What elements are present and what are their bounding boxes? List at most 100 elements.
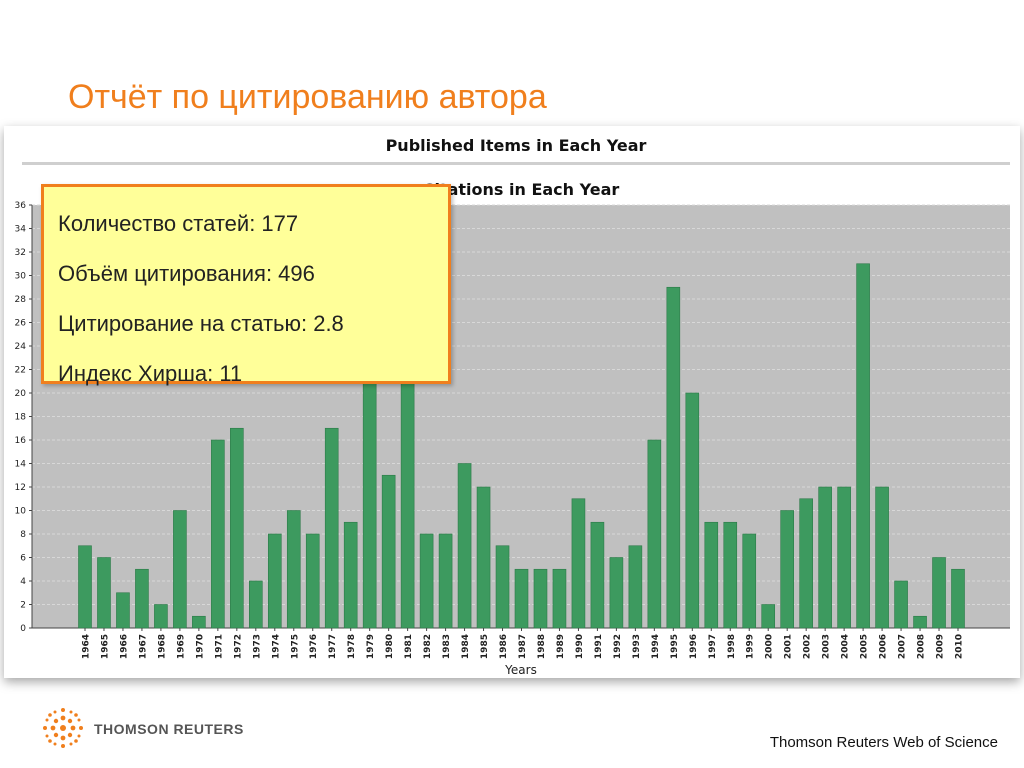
y-tick-label: 6 <box>20 554 26 564</box>
x-tick-label: 1997 <box>708 634 718 659</box>
x-tick-label: 1969 <box>176 634 186 659</box>
x-tick-label: 1996 <box>689 634 699 659</box>
bar-1989 <box>552 568 567 629</box>
thomson-reuters-logo: THOMSON REUTERS <box>40 705 243 749</box>
x-tick-label: 1999 <box>746 634 756 659</box>
y-tick-label: 16 <box>15 436 27 446</box>
x-tick-label: 1965 <box>100 634 110 659</box>
x-tick-label: 1974 <box>271 634 281 659</box>
y-tick-label: 26 <box>15 319 27 329</box>
bar-1964 <box>78 545 92 629</box>
bar-1998 <box>723 521 738 629</box>
bar-2009 <box>932 557 946 629</box>
bar-1987 <box>514 568 529 629</box>
y-tick-label: 28 <box>15 295 27 305</box>
bar-1999 <box>742 533 757 629</box>
bar-2001 <box>780 510 794 629</box>
bar-1969 <box>173 510 187 629</box>
h-index: Индекс Хирша: 11 <box>58 361 243 386</box>
bar-1971 <box>211 439 225 629</box>
x-tick-label: 1978 <box>347 634 357 659</box>
x-tick-label: 1982 <box>423 634 433 659</box>
bar-1986 <box>495 545 510 629</box>
x-tick-label: 2002 <box>803 634 813 659</box>
x-tick-label: 1968 <box>157 634 167 659</box>
bar-1981 <box>400 369 415 629</box>
x-tick-label: 1972 <box>233 634 243 659</box>
x-tick-label: 1987 <box>518 634 528 659</box>
y-tick-label: 22 <box>15 366 26 376</box>
bar-1979 <box>362 369 377 629</box>
y-tick-label: 10 <box>15 507 27 517</box>
citation-total: Объём цитирования: 496 <box>58 261 315 286</box>
bar-2010 <box>951 568 965 629</box>
x-tick-label: 1971 <box>214 634 224 659</box>
x-tick-label: 1980 <box>385 634 395 659</box>
x-tick-label: 1995 <box>670 634 680 659</box>
bar-2007 <box>894 580 908 629</box>
bar-2000 <box>761 604 776 629</box>
bar-2006 <box>875 486 889 629</box>
y-tick-label: 34 <box>15 225 27 235</box>
x-tick-label: 1998 <box>727 634 737 659</box>
bar-2005 <box>856 263 870 629</box>
bar-1990 <box>571 498 586 629</box>
bar-1977 <box>324 427 339 629</box>
bar-1995 <box>666 286 681 629</box>
x-tick-label: 1977 <box>328 634 338 659</box>
x-tick-label: 1991 <box>594 634 604 659</box>
chart-title: Citations in Each Year <box>423 180 620 199</box>
x-tick-label: 1990 <box>575 634 585 659</box>
logo-text: THOMSON REUTERS <box>94 721 244 737</box>
y-tick-label: 36 <box>15 201 27 211</box>
bar-1975 <box>286 510 301 629</box>
x-tick-label: 1967 <box>138 634 148 659</box>
x-tick-label: 1975 <box>290 634 300 659</box>
bar-1988 <box>533 568 548 629</box>
x-tick-label: 2010 <box>955 634 965 659</box>
y-tick-label: 12 <box>15 483 26 493</box>
y-tick-label: 14 <box>15 460 27 470</box>
slide-title: Отчёт по цитированию автора <box>68 78 547 116</box>
bar-1984 <box>457 463 472 629</box>
bar-1994 <box>647 439 662 629</box>
y-tick-label: 30 <box>15 272 27 282</box>
x-tick-label: 1983 <box>442 634 452 659</box>
bar-1968 <box>154 604 168 629</box>
article-count: Количество статей: 177 <box>58 211 299 236</box>
x-tick-label: 1973 <box>252 634 262 659</box>
bar-1967 <box>135 568 149 629</box>
x-tick-label: 1976 <box>309 634 319 659</box>
x-tick-label: 2003 <box>822 634 832 659</box>
bar-2004 <box>837 486 851 629</box>
citations-per-article: Цитирование на статью: 2.8 <box>58 311 344 336</box>
bar-1982 <box>419 533 434 629</box>
x-tick-label: 1985 <box>480 634 490 659</box>
published-items-chart-title: Published Items in Each Year <box>385 136 647 155</box>
y-tick-label: 24 <box>15 342 27 352</box>
bar-1996 <box>685 392 700 629</box>
x-tick-label: 2008 <box>917 634 927 659</box>
bar-1973 <box>249 580 263 629</box>
bar-1978 <box>343 521 358 629</box>
x-tick-label: 2005 <box>860 634 870 659</box>
bar-1980 <box>381 474 396 629</box>
bar-1974 <box>267 533 282 629</box>
x-tick-label: 1984 <box>461 634 471 659</box>
bar-2008 <box>913 615 927 629</box>
x-tick-label: 2004 <box>841 634 851 659</box>
x-tick-label: 2000 <box>765 634 775 659</box>
footer-source: Thomson Reuters Web of Science <box>769 734 998 751</box>
bar-1993 <box>628 545 643 629</box>
bar-2002 <box>799 498 813 629</box>
y-tick-label: 32 <box>15 248 26 258</box>
bar-1985 <box>476 486 491 629</box>
x-tick-label: 1981 <box>404 634 414 659</box>
bar-1983 <box>438 533 453 629</box>
bar-1972 <box>230 427 244 629</box>
y-tick-label: 0 <box>20 624 26 634</box>
bar-1970 <box>192 615 206 629</box>
bar-1976 <box>305 533 320 629</box>
y-tick-label: 18 <box>15 413 27 423</box>
y-tick-label: 2 <box>20 601 26 611</box>
